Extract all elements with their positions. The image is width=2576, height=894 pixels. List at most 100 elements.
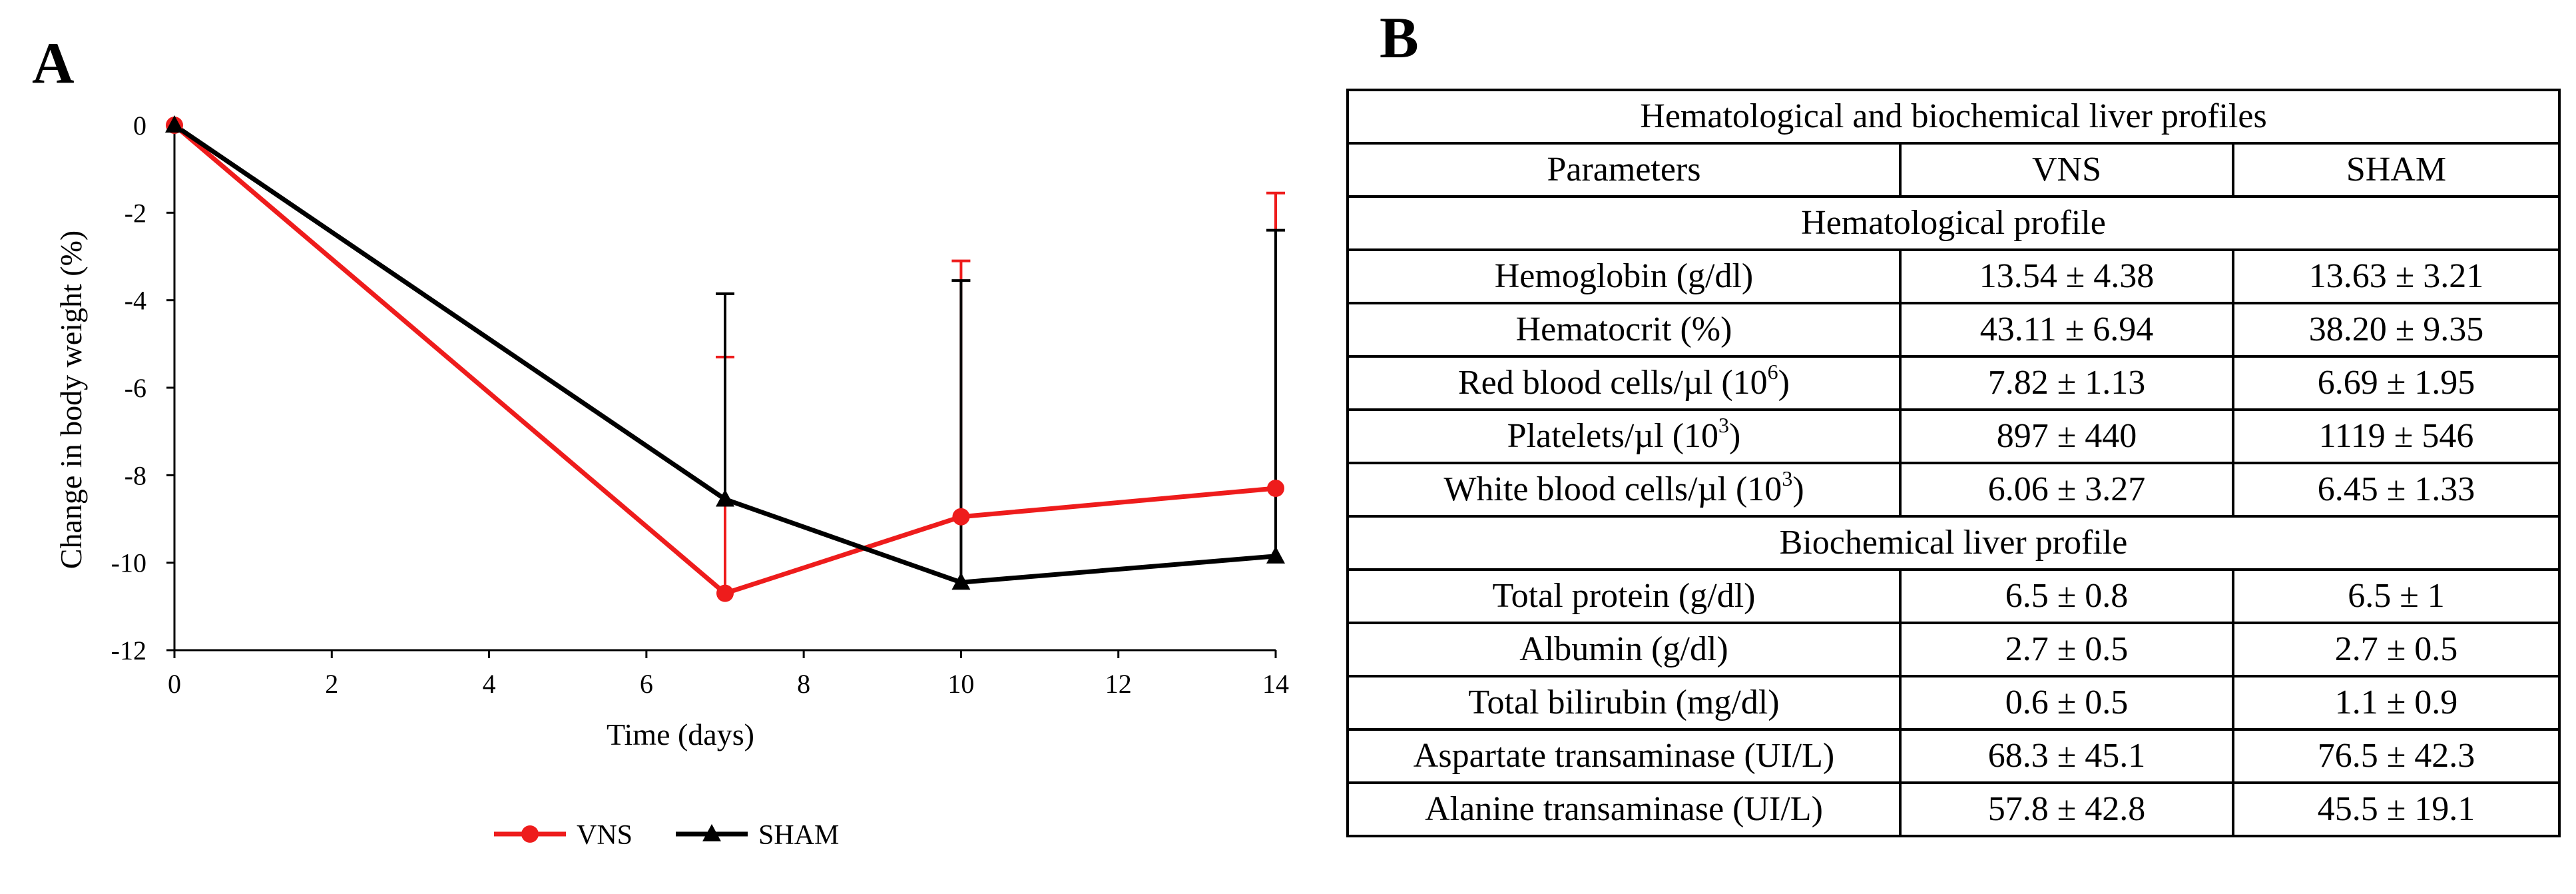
table-title-row: Hematological and biochemical liver prof… (1346, 89, 2561, 145)
parameter-label: Albumin (g/dl) (1519, 630, 1728, 668)
parameter-exponent: 3 (1782, 466, 1793, 490)
table-header-sham: SHAM (2231, 142, 2561, 198)
parameter-exponent: 3 (1718, 413, 1730, 437)
parameter-label-end: ) (1792, 470, 1804, 508)
parameter-label: Total protein (g/dl) (1492, 577, 1756, 615)
y-axis-title: Change in body weight (%) (54, 230, 88, 569)
sham-value-cell: 2.7 ± 0.5 (2231, 622, 2561, 677)
vns-value-cell: 43.11 ± 6.94 (1899, 302, 2234, 358)
x-tick-label: 2 (325, 669, 338, 699)
parameter-label: Red blood cells/µl (10 (1457, 364, 1768, 402)
y-tick-label: 0 (133, 111, 146, 141)
vns-value-cell: 68.3 ± 45.1 (1899, 728, 2234, 784)
x-tick-label: 6 (640, 669, 653, 699)
x-tick-label: 4 (483, 669, 496, 699)
y-tick-label: -4 (125, 286, 146, 316)
parameter-label: Aspartate transaminase (UI/L) (1413, 737, 1835, 775)
vns-data-point (716, 584, 734, 602)
table-row: Alanine transaminase (UI/L) 57.8 ± 42.8 45… (1346, 781, 2561, 837)
section-title: Hematological profile (1346, 195, 2561, 251)
parameter-exponent: 6 (1767, 360, 1778, 384)
parameter-label: Hematocrit (%) (1515, 310, 1732, 348)
panel-a-label: A (32, 31, 75, 96)
table-row: Albumin (g/dl) 2.7 ± 0.5 2.7 ± 0.5 (1346, 622, 2561, 677)
vns-value-cell: 0.6 ± 0.5 (1899, 675, 2234, 731)
x-tick-label: 12 (1105, 669, 1132, 699)
vns-value-cell: 7.82 ± 1.13 (1899, 355, 2234, 411)
parameter-cell: Aspartate transaminase (UI/L) (1346, 728, 1902, 784)
chart-axes: 0 -2 -4 -6 -8 -10 -12 0 2 4 6 8 10 12 14 (111, 111, 1289, 699)
table-row: Hemoglobin (g/dl) 13.54 ± 4.38 13.63 ± 3.2… (1346, 248, 2561, 304)
parameter-cell: Hematocrit (%) (1346, 302, 1902, 358)
parameter-cell: Platelets/µl (103) (1346, 408, 1902, 464)
y-tick-label: -12 (111, 636, 146, 666)
parameter-label: Alanine transaminase (UI/L) (1425, 790, 1823, 828)
table-header-row: Parameters VNS SHAM (1346, 142, 2561, 198)
table-title: Hematological and biochemical liver prof… (1346, 89, 2561, 145)
legend-label-sham: SHAM (758, 820, 839, 851)
y-tick-label: -8 (125, 460, 146, 490)
vns-value-cell: 6.06 ± 3.27 (1899, 462, 2234, 518)
vns-value-cell: 13.54 ± 4.38 (1899, 248, 2234, 304)
x-tick-label: 8 (797, 669, 810, 699)
vns-series-line (172, 123, 1276, 596)
y-tick-label: -6 (125, 373, 146, 403)
table-row: Total protein (g/dl) 6.5 ± 0.8 6.5 ± 1 (1346, 568, 2561, 624)
sham-data-point (165, 115, 184, 133)
vns-value-cell: 2.7 ± 0.5 (1899, 622, 2234, 677)
sham-value-cell: 1119 ± 546 (2231, 408, 2561, 464)
section-title: Biochemical liver profile (1346, 515, 2561, 571)
sham-value-cell: 6.5 ± 1 (2231, 568, 2561, 624)
vns-value-cell: 57.8 ± 42.8 (1899, 781, 2234, 837)
parameter-cell: Red blood cells/µl (106) (1346, 355, 1902, 411)
x-tick-label: 0 (168, 669, 181, 699)
parameter-label: Hemoglobin (g/dl) (1494, 257, 1754, 295)
legend-marker-sham (702, 824, 721, 841)
parameter-label: Total bilirubin (mg/dl) (1468, 683, 1780, 721)
vns-value-cell: 6.5 ± 0.8 (1899, 568, 2234, 624)
parameter-label-end: ) (1729, 417, 1741, 455)
chart-series-layer (165, 115, 1285, 602)
sham-value-cell: 38.20 ± 9.35 (2231, 302, 2561, 358)
table-row: Red blood cells/µl (106) 7.82 ± 1.13 6.69 … (1346, 355, 2561, 411)
table-row: White blood cells/µl (103) 6.06 ± 3.27 6.4… (1346, 462, 2561, 518)
chart-legend: VNS SHAM (494, 820, 839, 851)
parameter-cell: White blood cells/µl (103) (1346, 462, 1902, 518)
x-tick-label: 10 (947, 669, 974, 699)
sham-value-cell: 45.5 ± 19.1 (2231, 781, 2561, 837)
parameter-cell: Alanine transaminase (UI/L) (1346, 781, 1902, 837)
table-row: Hematocrit (%) 43.11 ± 6.94 38.20 ± 9.35 (1346, 302, 2561, 358)
vns-data-point (952, 508, 970, 526)
parameter-label-end: ) (1778, 364, 1790, 402)
parameter-label: White blood cells/µl (10 (1443, 470, 1782, 508)
sham-series-line (173, 123, 1276, 585)
legend-marker-vns (521, 825, 539, 843)
parameter-cell: Total bilirubin (mg/dl) (1346, 675, 1902, 731)
y-tick-label: -2 (125, 198, 146, 228)
x-axis-title: Time (days) (607, 717, 754, 751)
table-header-parameters: Parameters (1346, 142, 1902, 198)
sham-value-cell: 6.69 ± 1.95 (2231, 355, 2561, 411)
table-row: Platelets/µl (103) 897 ± 440 1119 ± 546 (1346, 408, 2561, 464)
parameter-cell: Total protein (g/dl) (1346, 568, 1902, 624)
y-tick-label: -10 (111, 548, 146, 578)
sham-value-cell: 76.5 ± 42.3 (2231, 728, 2561, 784)
sham-data-point (716, 489, 734, 507)
parameter-label: Platelets/µl (10 (1507, 417, 1719, 455)
legend-label-vns: VNS (577, 820, 633, 851)
sham-value-cell: 13.63 ± 3.21 (2231, 248, 2561, 304)
panel-b-label: B (1380, 6, 1419, 71)
x-tick-label: 14 (1262, 669, 1289, 699)
sham-data-point (951, 572, 971, 590)
vns-value-cell: 897 ± 440 (1899, 408, 2234, 464)
table-header-vns: VNS (1899, 142, 2234, 198)
profile-table: Hematological and biochemical liver prof… (1346, 89, 2561, 837)
sham-value-cell: 1.1 ± 0.9 (2231, 675, 2561, 731)
sham-data-point (1266, 546, 1285, 564)
section-row: Biochemical liver profile (1346, 515, 2561, 571)
sham-value-cell: 6.45 ± 1.33 (2231, 462, 2561, 518)
body-weight-chart: 0 -2 -4 -6 -8 -10 -12 0 2 4 6 8 10 12 14 Time (days) C… (54, 111, 1289, 851)
table-row: Total bilirubin (mg/dl) 0.6 ± 0.5 1.1 ± 0.… (1346, 675, 2561, 731)
parameter-cell: Albumin (g/dl) (1346, 622, 1902, 677)
section-row: Hematological profile (1346, 195, 2561, 251)
